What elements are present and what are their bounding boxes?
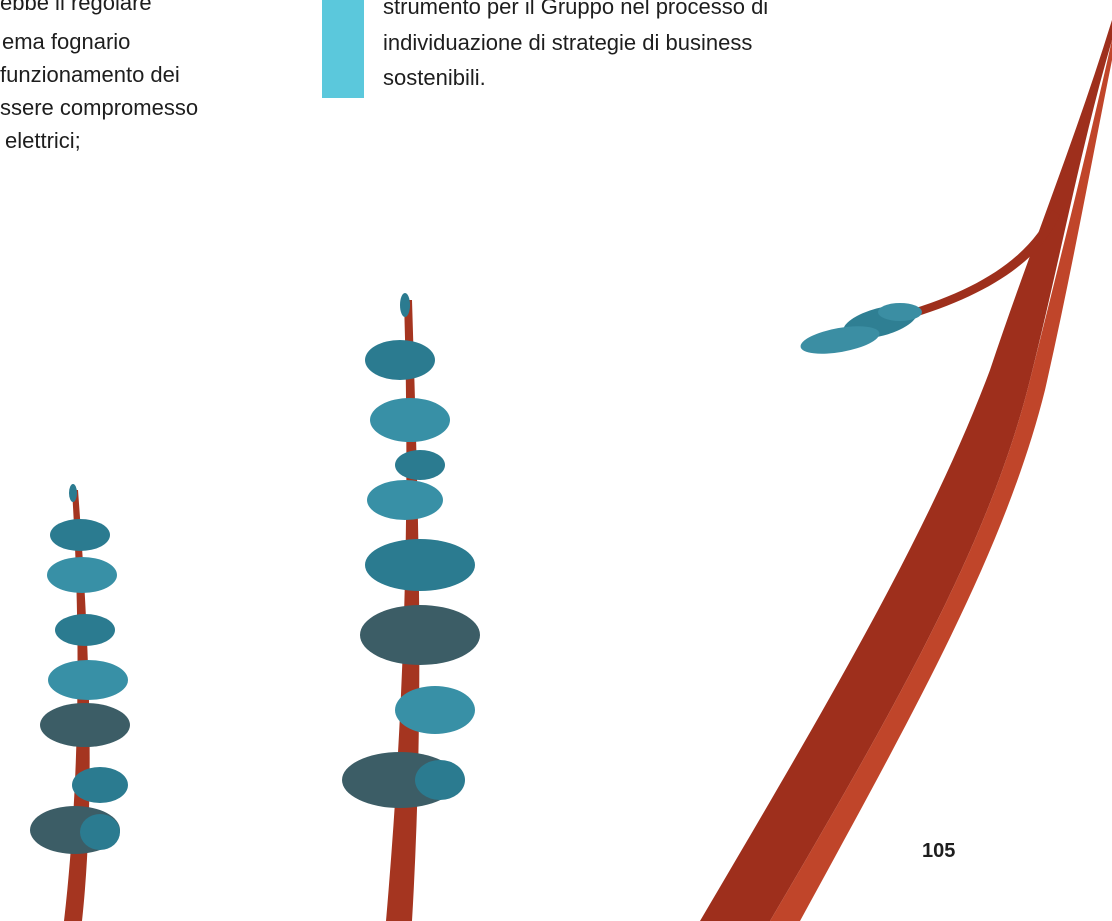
- page-number: 105: [922, 840, 955, 863]
- body-text: individuazione di strategie di business: [383, 26, 752, 59]
- trunk: [700, 20, 1112, 921]
- page: ebbe il regolare ema fognario funzioname…: [0, 0, 1112, 921]
- body-text: strumento per il Gruppo nel processo di: [383, 0, 768, 23]
- illustration: [0, 0, 1112, 921]
- branch-leaves: [799, 299, 922, 359]
- body-text: funzionamento dei: [0, 58, 180, 91]
- body-text: ebbe il regolare: [0, 0, 152, 19]
- body-text: elettrici;: [5, 124, 81, 157]
- body-text: sostenibili.: [383, 61, 486, 94]
- body-text: ema fognario: [2, 25, 130, 58]
- body-text: ssere compromesso: [0, 91, 198, 124]
- accent-bar: [322, 0, 364, 98]
